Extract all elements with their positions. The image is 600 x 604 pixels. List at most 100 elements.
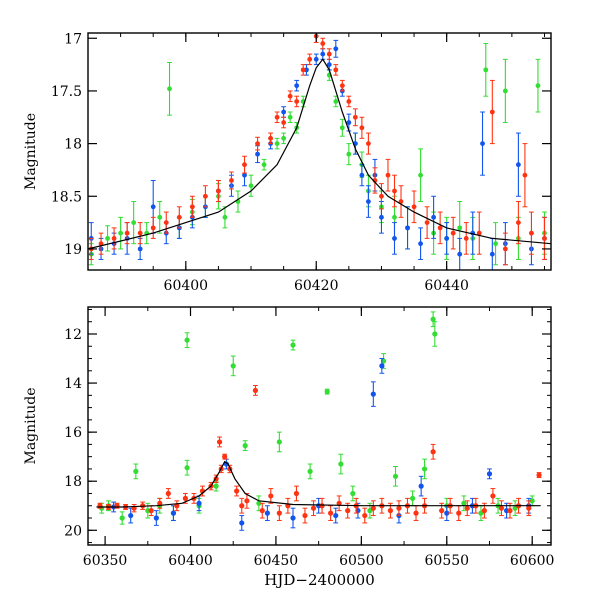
- data-point: [137, 230, 143, 236]
- data-point: [259, 508, 265, 514]
- data-point: [133, 468, 139, 474]
- data-point: [339, 83, 345, 89]
- y-axis-label: Magnitude: [23, 113, 39, 190]
- data-point: [379, 193, 384, 199]
- data-point: [124, 230, 130, 236]
- data-point: [281, 135, 287, 141]
- data-point: [535, 83, 541, 89]
- data-point: [170, 510, 177, 516]
- data-point: [483, 67, 489, 73]
- data-point: [287, 93, 293, 99]
- data-point: [350, 490, 356, 497]
- data-point: [261, 162, 267, 168]
- data-point: [526, 505, 532, 511]
- data-point: [230, 363, 236, 369]
- data-point: [493, 241, 498, 247]
- data-point: [184, 465, 190, 471]
- data-point: [339, 125, 345, 131]
- data-point: [328, 510, 334, 516]
- data-point: [444, 510, 450, 516]
- x-tick-label: 60400: [164, 278, 209, 294]
- data-point: [362, 512, 368, 519]
- data-point: [119, 515, 125, 521]
- data-point: [239, 503, 245, 509]
- data-point: [300, 67, 306, 73]
- data-point: [216, 439, 223, 445]
- data-point: [163, 220, 169, 226]
- data-point: [274, 114, 280, 120]
- data-point: [359, 125, 365, 131]
- plot-frame: [87, 32, 552, 271]
- data-point: [307, 56, 313, 62]
- data-point: [153, 515, 159, 521]
- data-point: [274, 141, 280, 147]
- data-point: [167, 86, 172, 92]
- data-point: [437, 225, 443, 231]
- data-point: [307, 468, 313, 474]
- model-curve: [88, 58, 551, 250]
- data-point: [302, 512, 308, 519]
- data-point: [413, 510, 419, 516]
- data-point: [370, 505, 376, 511]
- plot-frame: [87, 306, 552, 546]
- series-red: [97, 385, 542, 524]
- data-point: [430, 449, 436, 455]
- data-point: [333, 99, 339, 104]
- y-tick-label: 17: [64, 31, 82, 47]
- data-point: [148, 508, 154, 514]
- data-point: [431, 214, 437, 220]
- data-point: [313, 56, 319, 62]
- data-point: [320, 41, 326, 46]
- data-point: [333, 67, 339, 73]
- data-point: [405, 225, 410, 231]
- data-point: [411, 204, 417, 210]
- bottom-panel-full: 60350 60400 60450 60500 60550 60600 12 14 16 18 20…: [23, 306, 554, 589]
- data-point: [392, 188, 397, 194]
- x-tick-label: 60450: [254, 553, 299, 569]
- data-point: [379, 363, 385, 369]
- y-tick-label: 12: [64, 327, 82, 343]
- data-point: [290, 515, 296, 521]
- data-point: [202, 193, 208, 199]
- data-point: [489, 109, 495, 115]
- data-point: [345, 508, 351, 514]
- data-point: [255, 141, 260, 147]
- data-point: [502, 246, 508, 252]
- data-point: [320, 51, 326, 57]
- data-point: [216, 188, 221, 194]
- data-point: [239, 520, 245, 526]
- data-point: [507, 508, 513, 514]
- data-point: [290, 342, 296, 348]
- data-point: [352, 114, 358, 120]
- y-tick-label: 18: [64, 474, 82, 490]
- y-tick-label: 17.5: [51, 84, 82, 100]
- series-red: [88, 33, 547, 266]
- data-point: [213, 483, 219, 489]
- data-point: [439, 508, 445, 514]
- data-point: [242, 172, 247, 178]
- data-point: [222, 214, 228, 220]
- data-point: [248, 183, 254, 189]
- data-point: [461, 500, 467, 506]
- data-layer: [88, 33, 551, 270]
- data-point: [242, 443, 248, 449]
- data-point: [326, 51, 332, 57]
- data-point: [432, 331, 438, 337]
- data-point: [463, 236, 469, 241]
- data-point: [476, 230, 482, 236]
- data-point: [450, 230, 456, 236]
- data-point: [536, 472, 542, 478]
- series-green: [99, 311, 535, 525]
- data-point: [370, 391, 376, 397]
- data-point: [346, 120, 352, 125]
- data-point: [480, 141, 485, 147]
- data-point: [346, 99, 352, 104]
- data-point: [418, 241, 423, 247]
- data-point: [276, 439, 282, 445]
- data-point: [118, 230, 124, 236]
- data-point: [457, 251, 463, 257]
- data-point: [157, 214, 163, 220]
- data-point: [264, 510, 270, 516]
